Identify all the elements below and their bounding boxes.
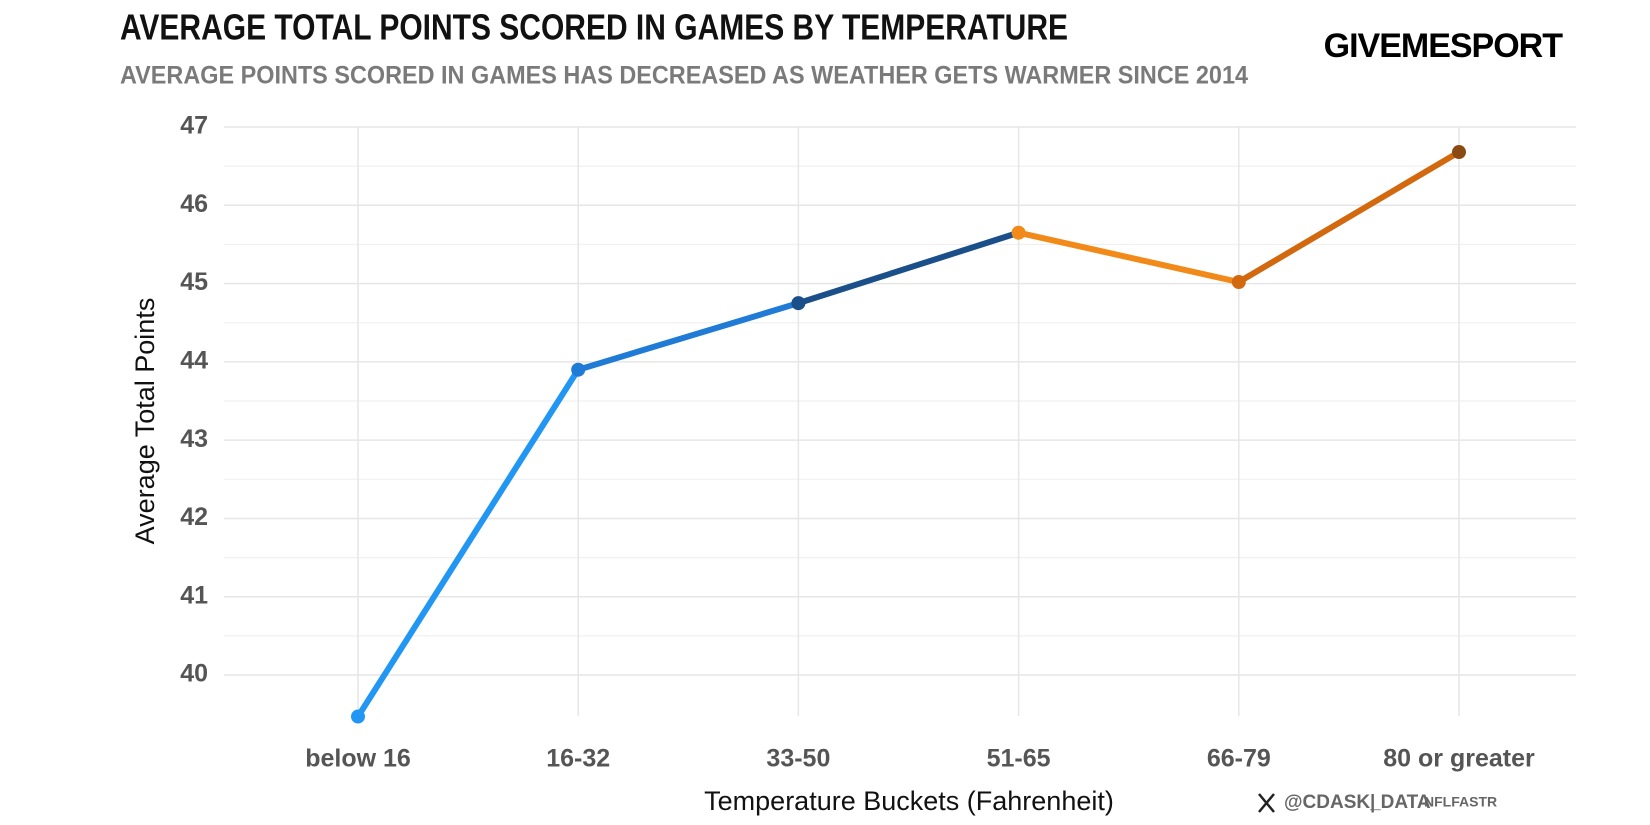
x-tick-label: 33-50 (766, 745, 830, 773)
line-segment (355, 366, 582, 720)
point (1011, 225, 1026, 240)
x-tick-label: 16-32 (546, 745, 610, 773)
chart-title: AVERAGE TOTAL POINTS SCORED IN GAMES BY … (120, 7, 1068, 48)
y-tick-label: 44 (180, 346, 208, 374)
line-segment (1015, 229, 1242, 286)
x-tick-label: 51-65 (987, 745, 1051, 773)
chart-subtitle: AVERAGE POINTS SCORED IN GAMES HAS DECRE… (120, 62, 1248, 90)
x-logo (1258, 793, 1275, 813)
credit-source: NFLFASTR (1424, 794, 1497, 810)
line-segment (795, 229, 1022, 307)
y-tick-label: 41 (180, 581, 208, 609)
brand: GIVEMESPORT (1324, 27, 1564, 65)
x-tick-label: 66-79 (1207, 745, 1271, 773)
point (571, 362, 586, 377)
line-segment (575, 300, 802, 373)
x-tick-label: below 16 (305, 745, 411, 773)
line-segment (1235, 149, 1462, 286)
point (1231, 275, 1246, 290)
y-tick-label: 43 (180, 425, 208, 453)
y-axis-label: Average Total Points (130, 298, 160, 545)
y-tick-label: 42 (180, 503, 208, 531)
y-tick-label: 40 (180, 660, 208, 688)
y-tick-label: 47 (180, 112, 208, 140)
credit-source-label: | DATA (1370, 792, 1431, 813)
point (791, 296, 806, 311)
y-tick-label: 45 (180, 268, 208, 296)
x-axis-label: Temperature Buckets (Fahrenheit) (704, 786, 1114, 816)
credit-handle: @CDASK_ (1284, 792, 1381, 813)
y-tick-label: 46 (180, 190, 208, 218)
point (1452, 145, 1466, 160)
point (351, 709, 365, 724)
x-tick-label: 80 or greater (1383, 745, 1535, 773)
